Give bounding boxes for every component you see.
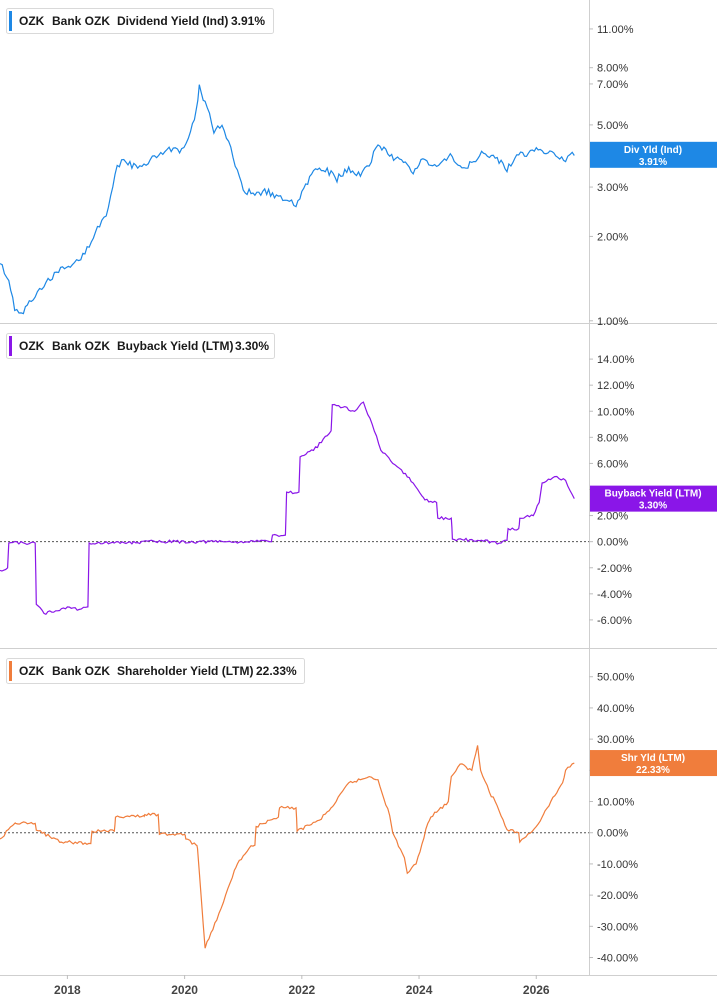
value-tag-dividend-label: Div Yld (Ind) — [624, 145, 682, 156]
legend-shareholder-company: Bank OZK — [52, 664, 110, 678]
legend-buyback-ticker: OZK — [19, 339, 45, 353]
y-tick-label: -10.00% — [597, 859, 638, 871]
legend-dividend-value: 3.91% — [231, 14, 265, 28]
y-tick-label: 1.00% — [597, 316, 628, 328]
y-tick-label: -30.00% — [597, 921, 638, 933]
y-ticks-buyback: -6.00%-4.00%-2.00%0.00%2.00%4.00%6.00%8.… — [589, 354, 635, 627]
y-tick-label: 50.00% — [597, 672, 635, 684]
panel-dividend-yield: OZK Bank OZK Dividend Yield (Ind) 3.91% … — [0, 8, 717, 328]
legend-shareholder-swatch — [9, 661, 12, 681]
y-tick-label: 2.00% — [597, 511, 628, 523]
x-tick-label: 2024 — [406, 983, 433, 997]
legend-shareholder-value: 22.33% — [256, 664, 297, 678]
value-tag-buyback-label: Buyback Yield (LTM) — [604, 489, 701, 500]
value-tag-dividend-value: 3.91% — [639, 157, 667, 168]
y-tick-label: 11.00% — [597, 24, 634, 36]
legend-buyback-value: 3.30% — [235, 339, 269, 353]
value-tag-shareholder: Shr Yld (LTM) 22.33% — [590, 750, 717, 777]
legend-dividend-company: Bank OZK — [52, 14, 110, 28]
legend-dividend-ticker: OZK — [19, 14, 45, 28]
y-tick-label: 10.00% — [597, 797, 635, 809]
y-tick-label: 0.00% — [597, 537, 628, 549]
y-tick-label: 30.00% — [597, 734, 635, 746]
y-tick-label: 7.00% — [597, 79, 628, 91]
legend-buyback-metric: Buyback Yield (LTM) — [117, 339, 233, 353]
series-line-dividend-yield — [0, 84, 575, 315]
y-tick-label: 3.00% — [597, 182, 628, 194]
panel-shareholder-yield: OZK Bank OZK Shareholder Yield (LTM) 22.… — [0, 658, 717, 965]
legend-shareholder-metric: Shareholder Yield (LTM) — [117, 664, 253, 678]
legend-shareholder-ticker: OZK — [19, 664, 45, 678]
y-tick-label: -6.00% — [597, 615, 632, 627]
y-tick-label: 10.00% — [597, 406, 635, 418]
value-tag-dividend: Div Yld (Ind) 3.91% — [590, 141, 717, 168]
y-tick-label: -40.00% — [597, 953, 638, 965]
y-tick-label: 8.00% — [597, 63, 628, 75]
y-tick-label: -4.00% — [597, 589, 632, 601]
legend-buyback-company: Bank OZK — [52, 339, 110, 353]
x-tick-label: 2020 — [171, 983, 198, 997]
y-ticks-dividend: 1.00% 2.00% 3.00% 5.00% 7.00% 8.00% 11.00% — [589, 24, 634, 328]
value-tag-shareholder-value: 22.33% — [636, 765, 670, 776]
legend-buyback-swatch — [9, 336, 12, 356]
series-line-buyback-yield — [0, 401, 575, 616]
x-tick-label: 2022 — [288, 983, 315, 997]
x-tick-label: 2018 — [54, 983, 81, 997]
value-tag-buyback-value: 3.30% — [639, 501, 667, 512]
y-tick-label: 0.00% — [597, 828, 628, 840]
value-tag-shareholder-label: Shr Yld (LTM) — [621, 753, 685, 764]
legend-dividend[interactable]: OZK Bank OZK Dividend Yield (Ind) 3.91% — [6, 8, 274, 34]
y-tick-label: 6.00% — [597, 458, 628, 470]
y-tick-label: 12.00% — [597, 380, 635, 392]
y-tick-label: 2.00% — [597, 231, 628, 243]
legend-dividend-metric: Dividend Yield (Ind) — [117, 14, 228, 28]
y-tick-label: 5.00% — [597, 120, 628, 132]
y-ticks-shareholder: -40.00%-30.00%-20.00%-10.00%0.00%10.00%2… — [589, 672, 638, 965]
y-tick-label: -2.00% — [597, 563, 632, 575]
value-tag-buyback: Buyback Yield (LTM) 3.30% — [590, 485, 717, 512]
y-tick-label: 8.00% — [597, 432, 628, 444]
legend-buyback[interactable]: OZK Bank OZK Buyback Yield (LTM) 3.30% — [6, 333, 275, 359]
x-axis-ticks: 2018 2020 2022 2024 2026 — [54, 975, 550, 997]
x-tick-label: 2026 — [523, 983, 550, 997]
y-tick-label: 40.00% — [597, 703, 635, 715]
legend-shareholder[interactable]: OZK Bank OZK Shareholder Yield (LTM) 22.… — [6, 658, 305, 684]
y-tick-label: -20.00% — [597, 890, 638, 902]
y-tick-label: 14.00% — [597, 354, 635, 366]
panel-buyback-yield: OZK Bank OZK Buyback Yield (LTM) 3.30% -… — [0, 333, 717, 627]
series-line-shareholder-yield — [0, 745, 575, 949]
legend-dividend-swatch — [9, 11, 12, 31]
